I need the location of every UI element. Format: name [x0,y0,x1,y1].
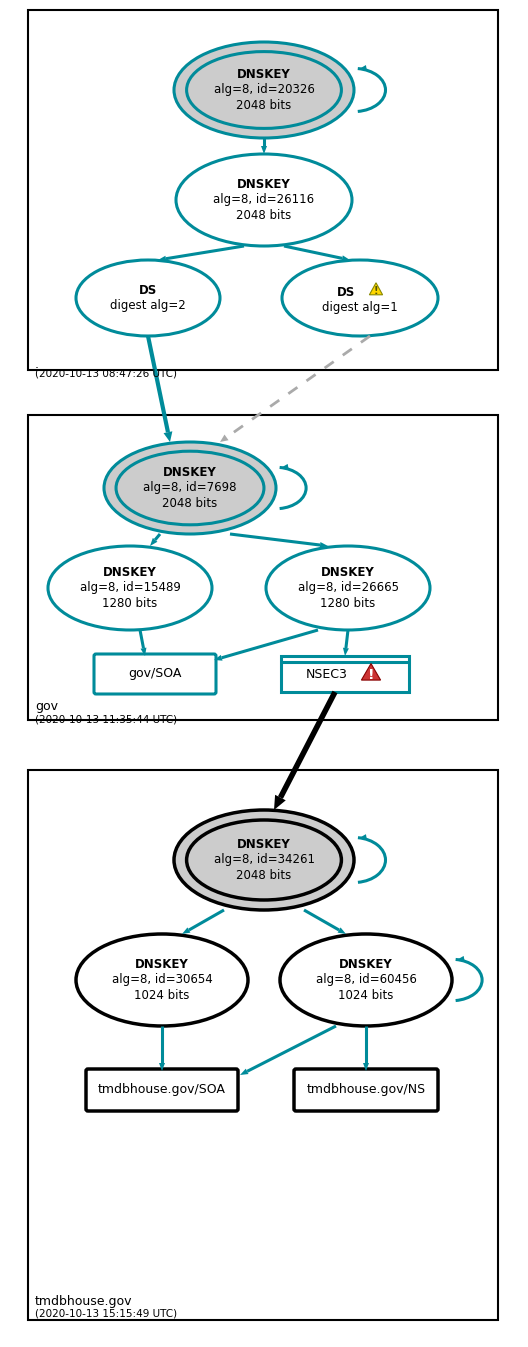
Text: DNSKEY: DNSKEY [135,958,189,971]
Text: alg=8, id=34261: alg=8, id=34261 [213,854,315,866]
Text: alg=8, id=26116: alg=8, id=26116 [213,194,315,206]
Ellipse shape [76,260,220,335]
Text: 1024 bits: 1024 bits [338,990,394,1002]
FancyBboxPatch shape [281,656,409,692]
Text: tmdbhouse.gov/SOA: tmdbhouse.gov/SOA [98,1083,226,1096]
Text: (2020-10-13 11:35:44 UTC): (2020-10-13 11:35:44 UTC) [35,714,177,723]
Text: alg=8, id=7698: alg=8, id=7698 [143,481,237,494]
Polygon shape [360,834,367,839]
Polygon shape [343,648,349,656]
Polygon shape [261,145,267,154]
Text: (2020-10-13 15:15:49 UTC): (2020-10-13 15:15:49 UTC) [35,1308,177,1317]
Text: .: . [35,358,39,370]
Ellipse shape [76,933,248,1026]
Text: alg=8, id=15489: alg=8, id=15489 [80,582,181,594]
FancyBboxPatch shape [294,1070,438,1111]
Polygon shape [140,648,146,656]
Text: tmdbhouse.gov/NS: tmdbhouse.gov/NS [306,1083,426,1096]
Bar [28,9,498,370]
Text: tmdbhouse.gov: tmdbhouse.gov [35,1294,133,1308]
Polygon shape [214,655,222,660]
Polygon shape [342,256,350,261]
Text: DNSKEY: DNSKEY [339,958,393,971]
Polygon shape [274,795,286,810]
Polygon shape [240,1068,249,1075]
Text: 2048 bits: 2048 bits [163,497,218,511]
Text: 2048 bits: 2048 bits [237,869,291,882]
Polygon shape [150,537,157,546]
Bar [28,415,498,721]
Ellipse shape [282,260,438,335]
Text: alg=8, id=20326: alg=8, id=20326 [213,84,315,97]
Polygon shape [360,65,367,70]
Text: DNSKEY: DNSKEY [321,566,375,579]
Polygon shape [164,431,172,442]
Ellipse shape [266,546,430,630]
Text: DNSKEY: DNSKEY [237,178,291,190]
Polygon shape [220,435,229,442]
Text: DNSKEY: DNSKEY [103,566,157,579]
Text: (2020-10-13 08:47:26 UTC): (2020-10-13 08:47:26 UTC) [35,368,177,379]
Polygon shape [363,1063,369,1071]
Text: 1280 bits: 1280 bits [102,598,158,610]
Polygon shape [182,928,191,933]
Ellipse shape [48,546,212,630]
Polygon shape [370,283,383,295]
Text: DS: DS [139,283,157,296]
Ellipse shape [176,154,352,247]
Text: 2048 bits: 2048 bits [237,209,291,222]
Text: NSEC3: NSEC3 [306,668,348,680]
FancyBboxPatch shape [94,655,216,694]
Ellipse shape [174,810,354,911]
Text: digest alg=1: digest alg=1 [322,302,398,314]
Polygon shape [337,928,346,933]
FancyBboxPatch shape [86,1070,238,1111]
Text: 1024 bits: 1024 bits [134,990,190,1002]
Text: DNSKEY: DNSKEY [237,838,291,850]
Text: !: ! [374,286,379,296]
Ellipse shape [280,933,452,1026]
Text: 1280 bits: 1280 bits [320,598,375,610]
Text: 2048 bits: 2048 bits [237,100,291,112]
Text: !: ! [367,668,374,682]
Polygon shape [159,1063,165,1071]
Text: DNSKEY: DNSKEY [163,466,217,478]
Text: gov/SOA: gov/SOA [128,668,182,680]
Polygon shape [281,463,289,469]
Text: digest alg=2: digest alg=2 [110,299,186,313]
Ellipse shape [174,42,354,137]
Text: alg=8, id=30654: alg=8, id=30654 [111,974,212,986]
Text: DS: DS [337,286,355,299]
Bar [28,770,498,1320]
Polygon shape [457,956,465,960]
Text: alg=8, id=26665: alg=8, id=26665 [297,582,399,594]
Polygon shape [361,664,381,680]
Text: DNSKEY: DNSKEY [237,67,291,81]
Text: alg=8, id=60456: alg=8, id=60456 [316,974,417,986]
Polygon shape [158,256,166,261]
Text: gov: gov [35,700,58,713]
Ellipse shape [104,442,276,533]
Polygon shape [319,541,328,548]
